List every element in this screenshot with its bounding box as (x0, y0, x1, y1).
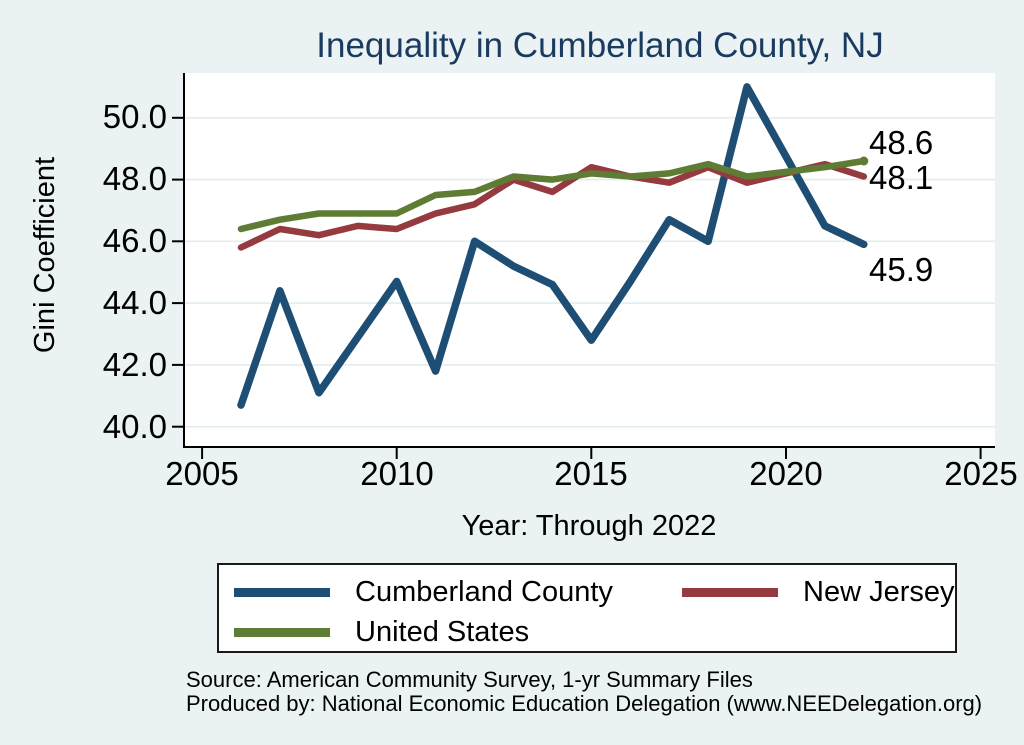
y-tick-label-50: 50.0 (102, 98, 167, 135)
legend-swatch-new-jersey (682, 587, 778, 597)
x-tick-label-2020: 2020 (749, 455, 823, 492)
y-tick-label-48: 48.0 (102, 160, 167, 197)
legend-item-cumberland-county: Cumberland County (234, 572, 682, 612)
x-axis-title: Year: Through 2022 (461, 510, 717, 542)
source-note: Source: American Community Survey, 1-yr … (186, 667, 753, 692)
end-label-new-jersey: 48.1 (869, 159, 934, 196)
chart-title: Inequality in Cumberland County, NJ (316, 26, 884, 65)
legend-label-new-jersey: New Jersey (803, 576, 955, 608)
x-tick-label-2005: 2005 (165, 455, 239, 492)
x-tick-label-2015: 2015 (554, 455, 628, 492)
y-tick-label-44: 44.0 (102, 284, 167, 321)
y-tick-label-42: 42.0 (102, 346, 167, 383)
plot-area (172, 73, 995, 459)
legend: Cumberland County New Jersey United Stat… (217, 563, 957, 653)
legend-swatch-cumberland-county (234, 587, 330, 597)
legend-label-cumberland-county: Cumberland County (355, 576, 613, 608)
y-axis-title: Gini Coefficient (29, 156, 61, 354)
y-tick-label-46: 46.0 (102, 222, 167, 259)
produced-by-note: Produced by: National Economic Education… (186, 690, 983, 716)
end-label-united-states: 48.6 (869, 124, 934, 161)
legend-item-new-jersey: New Jersey (682, 572, 955, 612)
y-tick-label-40: 40.0 (102, 408, 167, 445)
x-tick-label-2010: 2010 (360, 455, 434, 492)
legend-item-united-states: United States (234, 612, 682, 652)
end-label-cumberland-county: 45.9 (869, 251, 934, 288)
legend-swatch-united-states (234, 627, 330, 637)
footer-notes: Source: American Community Survey, 1-yr … (186, 668, 982, 715)
legend-label-united-states: United States (355, 616, 530, 648)
plot-svg (172, 73, 995, 459)
x-tick-label-2025: 2025 (944, 455, 1018, 492)
